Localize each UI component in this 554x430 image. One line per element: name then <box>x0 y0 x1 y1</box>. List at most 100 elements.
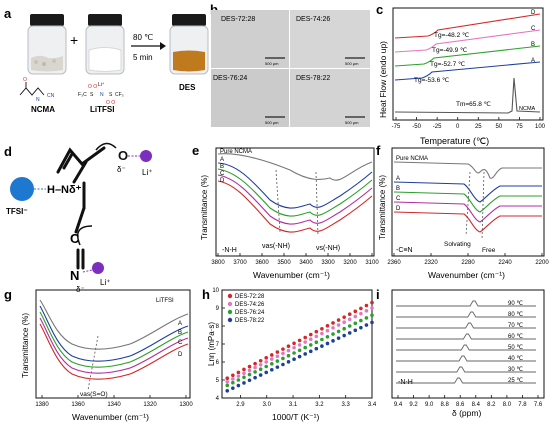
ftir-f-tick-label: 2320 <box>424 260 438 266</box>
viscosity-legend: DES-72:28 DES-74:26 DES-76:24 DES-78:22 <box>227 293 265 324</box>
viscosity-point <box>281 362 285 367</box>
viscosity-point <box>342 320 346 324</box>
viscosity-point <box>320 344 324 348</box>
viscosity-point <box>225 383 230 388</box>
ftir-e-label-c: C <box>220 171 225 177</box>
viscosity-point <box>258 362 263 367</box>
viscosity-point <box>275 350 280 354</box>
viscosity-point <box>347 312 352 317</box>
panel-d: d TFSI⁻ H–Nδ⁺ O δ⁻ Li⁺ C N δ⁻ Li⁺ <box>4 142 152 294</box>
viscosity-point <box>292 351 296 355</box>
viscosity-xtick-label: 3.2 <box>315 402 324 408</box>
viscosity-point <box>236 374 241 378</box>
panel-h-letter: h <box>202 287 210 302</box>
viscosity-point <box>236 370 241 375</box>
ftir-g-tick-label: 1380 <box>35 402 49 408</box>
panel-e-letter: e <box>192 143 199 158</box>
viscosity-ytick-label: 10 <box>212 288 219 294</box>
nmr-frame <box>391 289 545 399</box>
viscosity-point <box>253 361 257 366</box>
viscosity-point <box>308 349 313 354</box>
viscosity-ytick-label: 6 <box>216 360 220 366</box>
viscosity-legend-label: DES-72:28 <box>235 294 265 300</box>
viscosity-point <box>364 309 369 313</box>
viscosity-point <box>370 300 374 305</box>
ftir-f-label-a: A <box>396 176 400 182</box>
nmr-tick-label: 8.0 <box>503 402 512 408</box>
viscosity-ytick-label: 9 <box>216 306 220 312</box>
dsc-tick-label: 50 <box>496 124 503 130</box>
viscosity-ytick-label: 4 <box>216 396 220 402</box>
ftir-f-ylabel: Transmittance (%) <box>378 175 387 240</box>
viscosity-point <box>236 383 241 388</box>
viscosity-legend-label: DES-76:24 <box>235 310 265 316</box>
viscosity-point <box>275 354 280 359</box>
ftir-f-tick-label: 2200 <box>535 260 549 266</box>
viscosity-xticks: 2.9 3.0 3.1 3.2 3.3 3.4 <box>236 395 377 408</box>
scale-4: 500 μm <box>345 120 359 125</box>
panel-a-letter: a <box>4 6 12 21</box>
svg-text:CF₃: CF₃ <box>115 92 124 98</box>
viscosity-ytick-label: 8 <box>216 324 220 330</box>
plus-sign: + <box>70 32 78 48</box>
viscosity-point <box>275 365 280 369</box>
nmr-temp-label: 60 ℃ <box>508 334 523 340</box>
nmr-spectra: 90 ℃ 80 ℃ 70 ℃ 60 ℃ 50 ℃ 40 ℃ 30 ℃ 25 ℃ <box>396 300 536 384</box>
dsc-tick-label: 25 <box>475 124 482 130</box>
viscosity-point <box>242 381 246 385</box>
dsc-tick-label: 0 <box>456 124 460 130</box>
panel-g: g Transmittance (%) Wavenumber (cm⁻¹) 13… <box>4 287 193 422</box>
nmr-spectrum <box>396 366 536 373</box>
viscosity-point <box>359 318 363 323</box>
viscosity-point <box>292 357 296 362</box>
viscosity-point <box>347 331 352 335</box>
viscosity-point <box>314 346 319 351</box>
nmr-tick-label: 8.6 <box>456 402 465 408</box>
nmr-spectrum <box>396 322 536 329</box>
label-ncma: NCMA <box>31 105 55 114</box>
litfsi-structure: F₃C S N S CF₃ Li⁺ O O O O <box>78 82 124 106</box>
dsc-label-a: A <box>531 58 535 64</box>
viscosity-point <box>242 367 246 372</box>
viscosity-legend-label: DES-78:22 <box>235 318 265 324</box>
dsc-tick-label: -75 <box>392 124 401 130</box>
nmr-spectrum <box>396 355 536 362</box>
viscosity-xtick-label: 3.3 <box>342 402 351 408</box>
viscosity-point <box>353 309 358 314</box>
viscosity-point <box>359 311 363 316</box>
ftir-g-vas: νas(S=O) <box>80 391 108 398</box>
ftir-g-label-litfsi: LiTFSI <box>156 298 174 304</box>
tfsi-ion <box>10 177 34 201</box>
viscosity-point <box>286 344 291 349</box>
nmr-tick-label: 9.0 <box>425 402 434 408</box>
tg-a: Tg=-53.6 ℃ <box>414 77 450 84</box>
li-ion-2 <box>92 262 104 274</box>
n-label: N <box>70 268 79 283</box>
viscosity-point <box>308 337 313 342</box>
viscosity-point <box>359 325 363 330</box>
viscosity-point <box>231 377 235 381</box>
viscosity-point <box>336 323 341 327</box>
svg-text:O: O <box>23 77 27 83</box>
viscosity-ytick-label: 5 <box>216 378 220 384</box>
nh-label: H–Nδ⁺ <box>47 184 82 196</box>
panel-h: h Lnη (mPa·s) 1000/T (K⁻¹) 2.9 3.0 3.1 3.2 3… <box>202 287 377 422</box>
nmr-tick-label: 9.2 <box>409 402 418 408</box>
viscosity-point <box>303 352 307 356</box>
nmr-temp-label: 40 ℃ <box>508 356 523 362</box>
ftir-g-tick-label: 1320 <box>143 402 157 408</box>
ftir-g-label-b: B <box>178 330 182 336</box>
ftir-f-label-pure: Pure NCMA <box>396 156 428 162</box>
panel-f: f Transmittance (%) Wavenumber (cm⁻¹) 23… <box>376 143 549 280</box>
viscosity-point <box>342 333 346 338</box>
ftir-f-cn: -C≡N <box>396 247 413 254</box>
viscosity-point <box>269 367 274 372</box>
vial-ncma <box>27 14 67 75</box>
ftir-f-label-b: B <box>396 186 400 192</box>
time-label: 5 min <box>133 53 153 62</box>
viscosity-point <box>269 357 274 361</box>
viscosity-xtick-label: 2.9 <box>236 402 245 408</box>
li-ion-1 <box>140 150 152 162</box>
viscosity-point <box>320 331 324 336</box>
reaction-arrow: 80 ℃ 5 min <box>131 33 166 62</box>
